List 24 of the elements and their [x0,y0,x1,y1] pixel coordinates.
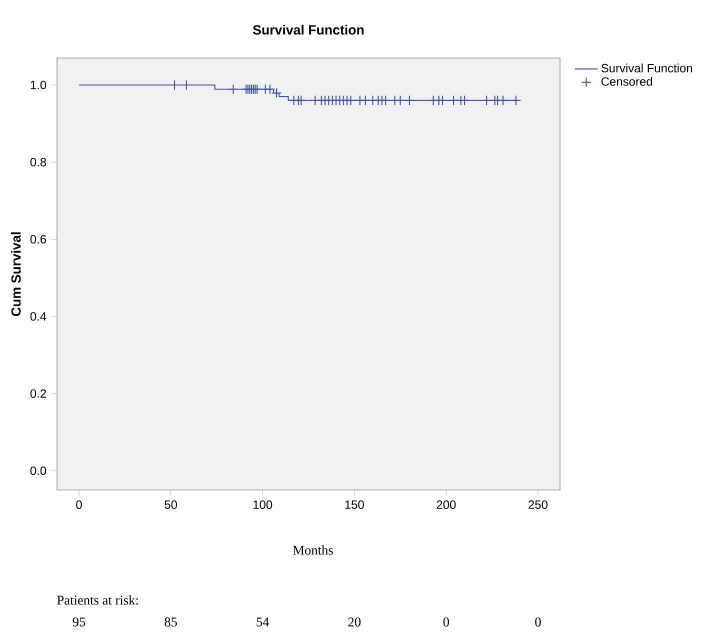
x-tick-label: 0 [76,500,82,509]
text: 85 [164,618,177,626]
text: 54 [256,618,270,626]
x-tick-label: 250 [528,500,548,509]
y-tick-label: 0.8 [30,158,46,166]
y-tick-label: 0.0 [30,466,46,475]
x-tick-label: 200 [436,500,456,509]
text: 0 [443,618,450,626]
y-tick-label: 1.0 [30,80,46,90]
text: 0 [535,618,541,626]
x-axis-title: Months [293,545,333,555]
x-tick-label: 50 [164,500,178,509]
text: Patients at risk: [57,595,138,605]
legend-label: Censored [601,76,652,86]
text: 20 [348,618,361,626]
y-axis-title: Cum Survival [10,232,21,316]
x-tick-label: 150 [345,500,364,509]
y-tick-label: 0.6 [30,235,46,244]
x-tick-label: 100 [254,500,272,509]
y-tick-label: 0.4 [30,312,46,321]
text: 95 [72,618,86,626]
chart-title: Survival Function [252,24,364,35]
y-tick-label: 0.2 [30,389,46,398]
legend-label: Survival Function [601,64,692,72]
